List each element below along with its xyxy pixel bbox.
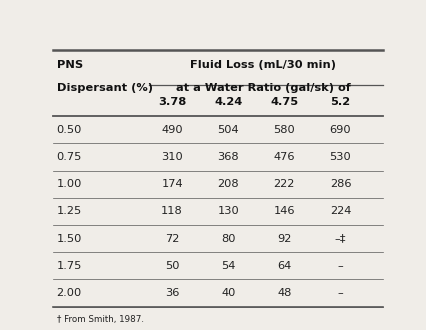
Text: 504: 504 bbox=[217, 125, 239, 135]
Text: 40: 40 bbox=[221, 288, 236, 298]
Text: 5.2: 5.2 bbox=[331, 97, 351, 107]
Text: 530: 530 bbox=[330, 152, 351, 162]
Text: –: – bbox=[338, 261, 343, 271]
Text: 490: 490 bbox=[161, 125, 183, 135]
Text: 224: 224 bbox=[330, 206, 351, 216]
Text: Dispersant (%): Dispersant (%) bbox=[57, 83, 153, 93]
Text: 690: 690 bbox=[330, 125, 351, 135]
Text: 54: 54 bbox=[221, 261, 236, 271]
Text: Fluid Loss (mL/30 min): Fluid Loss (mL/30 min) bbox=[190, 60, 336, 70]
Text: 580: 580 bbox=[273, 125, 295, 135]
Text: 36: 36 bbox=[165, 288, 179, 298]
Text: 92: 92 bbox=[277, 234, 291, 244]
Text: at a Water Ratio (gal/sk) of: at a Water Ratio (gal/sk) of bbox=[176, 83, 350, 93]
Text: 476: 476 bbox=[273, 152, 295, 162]
Text: 174: 174 bbox=[161, 179, 183, 189]
Text: 4.24: 4.24 bbox=[214, 97, 242, 107]
Text: 2.00: 2.00 bbox=[57, 288, 82, 298]
Text: 80: 80 bbox=[221, 234, 236, 244]
Text: –: – bbox=[338, 288, 343, 298]
Text: 4.75: 4.75 bbox=[270, 97, 299, 107]
Text: 0.75: 0.75 bbox=[57, 152, 82, 162]
Text: 1.50: 1.50 bbox=[57, 234, 82, 244]
Text: 118: 118 bbox=[161, 206, 183, 216]
Text: 64: 64 bbox=[277, 261, 291, 271]
Text: 1.00: 1.00 bbox=[57, 179, 82, 189]
Text: 130: 130 bbox=[217, 206, 239, 216]
Text: 310: 310 bbox=[161, 152, 183, 162]
Text: –‡: –‡ bbox=[335, 234, 346, 244]
Text: PNS: PNS bbox=[57, 60, 83, 70]
Text: 0.50: 0.50 bbox=[57, 125, 82, 135]
Text: 146: 146 bbox=[273, 206, 295, 216]
Text: 368: 368 bbox=[217, 152, 239, 162]
Text: 208: 208 bbox=[217, 179, 239, 189]
Text: 72: 72 bbox=[165, 234, 179, 244]
Text: † From Smith, 1987.: † From Smith, 1987. bbox=[57, 315, 144, 324]
Text: 3.78: 3.78 bbox=[158, 97, 186, 107]
Text: 222: 222 bbox=[273, 179, 295, 189]
Text: 1.25: 1.25 bbox=[57, 206, 82, 216]
Text: 50: 50 bbox=[165, 261, 179, 271]
Text: 48: 48 bbox=[277, 288, 291, 298]
Text: 286: 286 bbox=[330, 179, 351, 189]
Text: 1.75: 1.75 bbox=[57, 261, 82, 271]
